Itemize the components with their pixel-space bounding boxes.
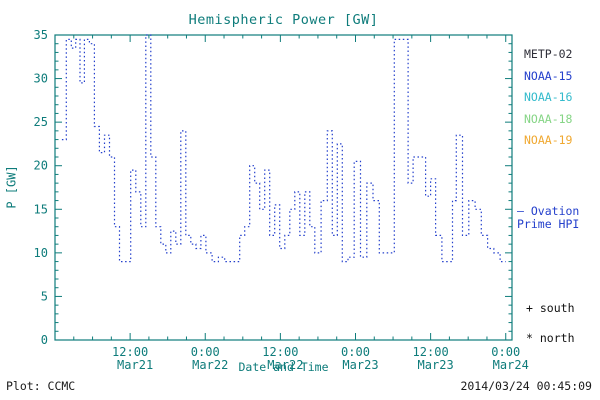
y-tick-label: 30 [34, 72, 48, 86]
y-tick-label: 5 [41, 289, 48, 303]
plot-source-label: Plot: CCMC [6, 379, 76, 393]
x-tick-time-label: 12:00 [262, 345, 298, 359]
chart-title: Hemispheric Power [GW] [188, 12, 379, 28]
x-tick-time-label: 0:00 [191, 345, 220, 359]
south-label: south [539, 301, 575, 315]
x-tick-date-label: Mar23 [342, 358, 378, 372]
asterisk-symbol: * [526, 331, 533, 345]
legend-item-noaa18: NOAA-18 [524, 111, 573, 126]
line-style-sample: — [517, 204, 524, 218]
ovation-legend: — Ovation Prime HPI [517, 205, 600, 231]
legend-item-noaa16: NOAA-16 [524, 90, 573, 104]
plot-timestamp: 2014/03/24 00:45:09 [460, 379, 592, 393]
north-label: north [539, 331, 575, 345]
x-tick-time-label: 0:00 [341, 345, 370, 359]
y-tick-label: 20 [34, 159, 48, 173]
x-tick-time-label: 0:00 [491, 345, 520, 359]
x-tick-time-label: 12:00 [413, 345, 449, 359]
x-tick-time-label: 12:00 [112, 345, 148, 359]
south-marker-key: + south [526, 301, 575, 315]
x-tick-date-label: Mar23 [418, 358, 454, 372]
y-tick-label: 35 [34, 28, 48, 42]
x-tick-date-label: Mar21 [117, 358, 153, 372]
legend-item-metp02: METP-02 [524, 47, 573, 61]
y-axis-label: P [GW] [4, 165, 19, 209]
y-tick-label: 25 [34, 115, 48, 129]
north-marker-key: * north [526, 331, 575, 345]
ovation-label: Ovation Prime HPI [517, 204, 580, 231]
x-tick-date-label: Mar22 [267, 358, 303, 372]
plot-box [54, 34, 513, 341]
y-tick-label: 0 [41, 333, 48, 347]
legend-item-noaa19: NOAA-19 [524, 133, 573, 147]
x-tick-date-label: Mar24 [493, 358, 529, 372]
satellite-legend: METP-02 NOAA-15 NOAA-16 NOAA-18 NOAA-19 [524, 44, 572, 152]
x-axis-label: Date and Time [238, 360, 329, 374]
y-tick-label: 10 [34, 246, 48, 260]
hpi-data-line [61, 34, 506, 263]
plus-symbol: + [526, 301, 533, 315]
x-tick-date-label: Mar22 [192, 358, 228, 372]
y-tick-label: 15 [34, 202, 48, 216]
legend-item-noaa15: NOAA-15 [524, 68, 573, 83]
